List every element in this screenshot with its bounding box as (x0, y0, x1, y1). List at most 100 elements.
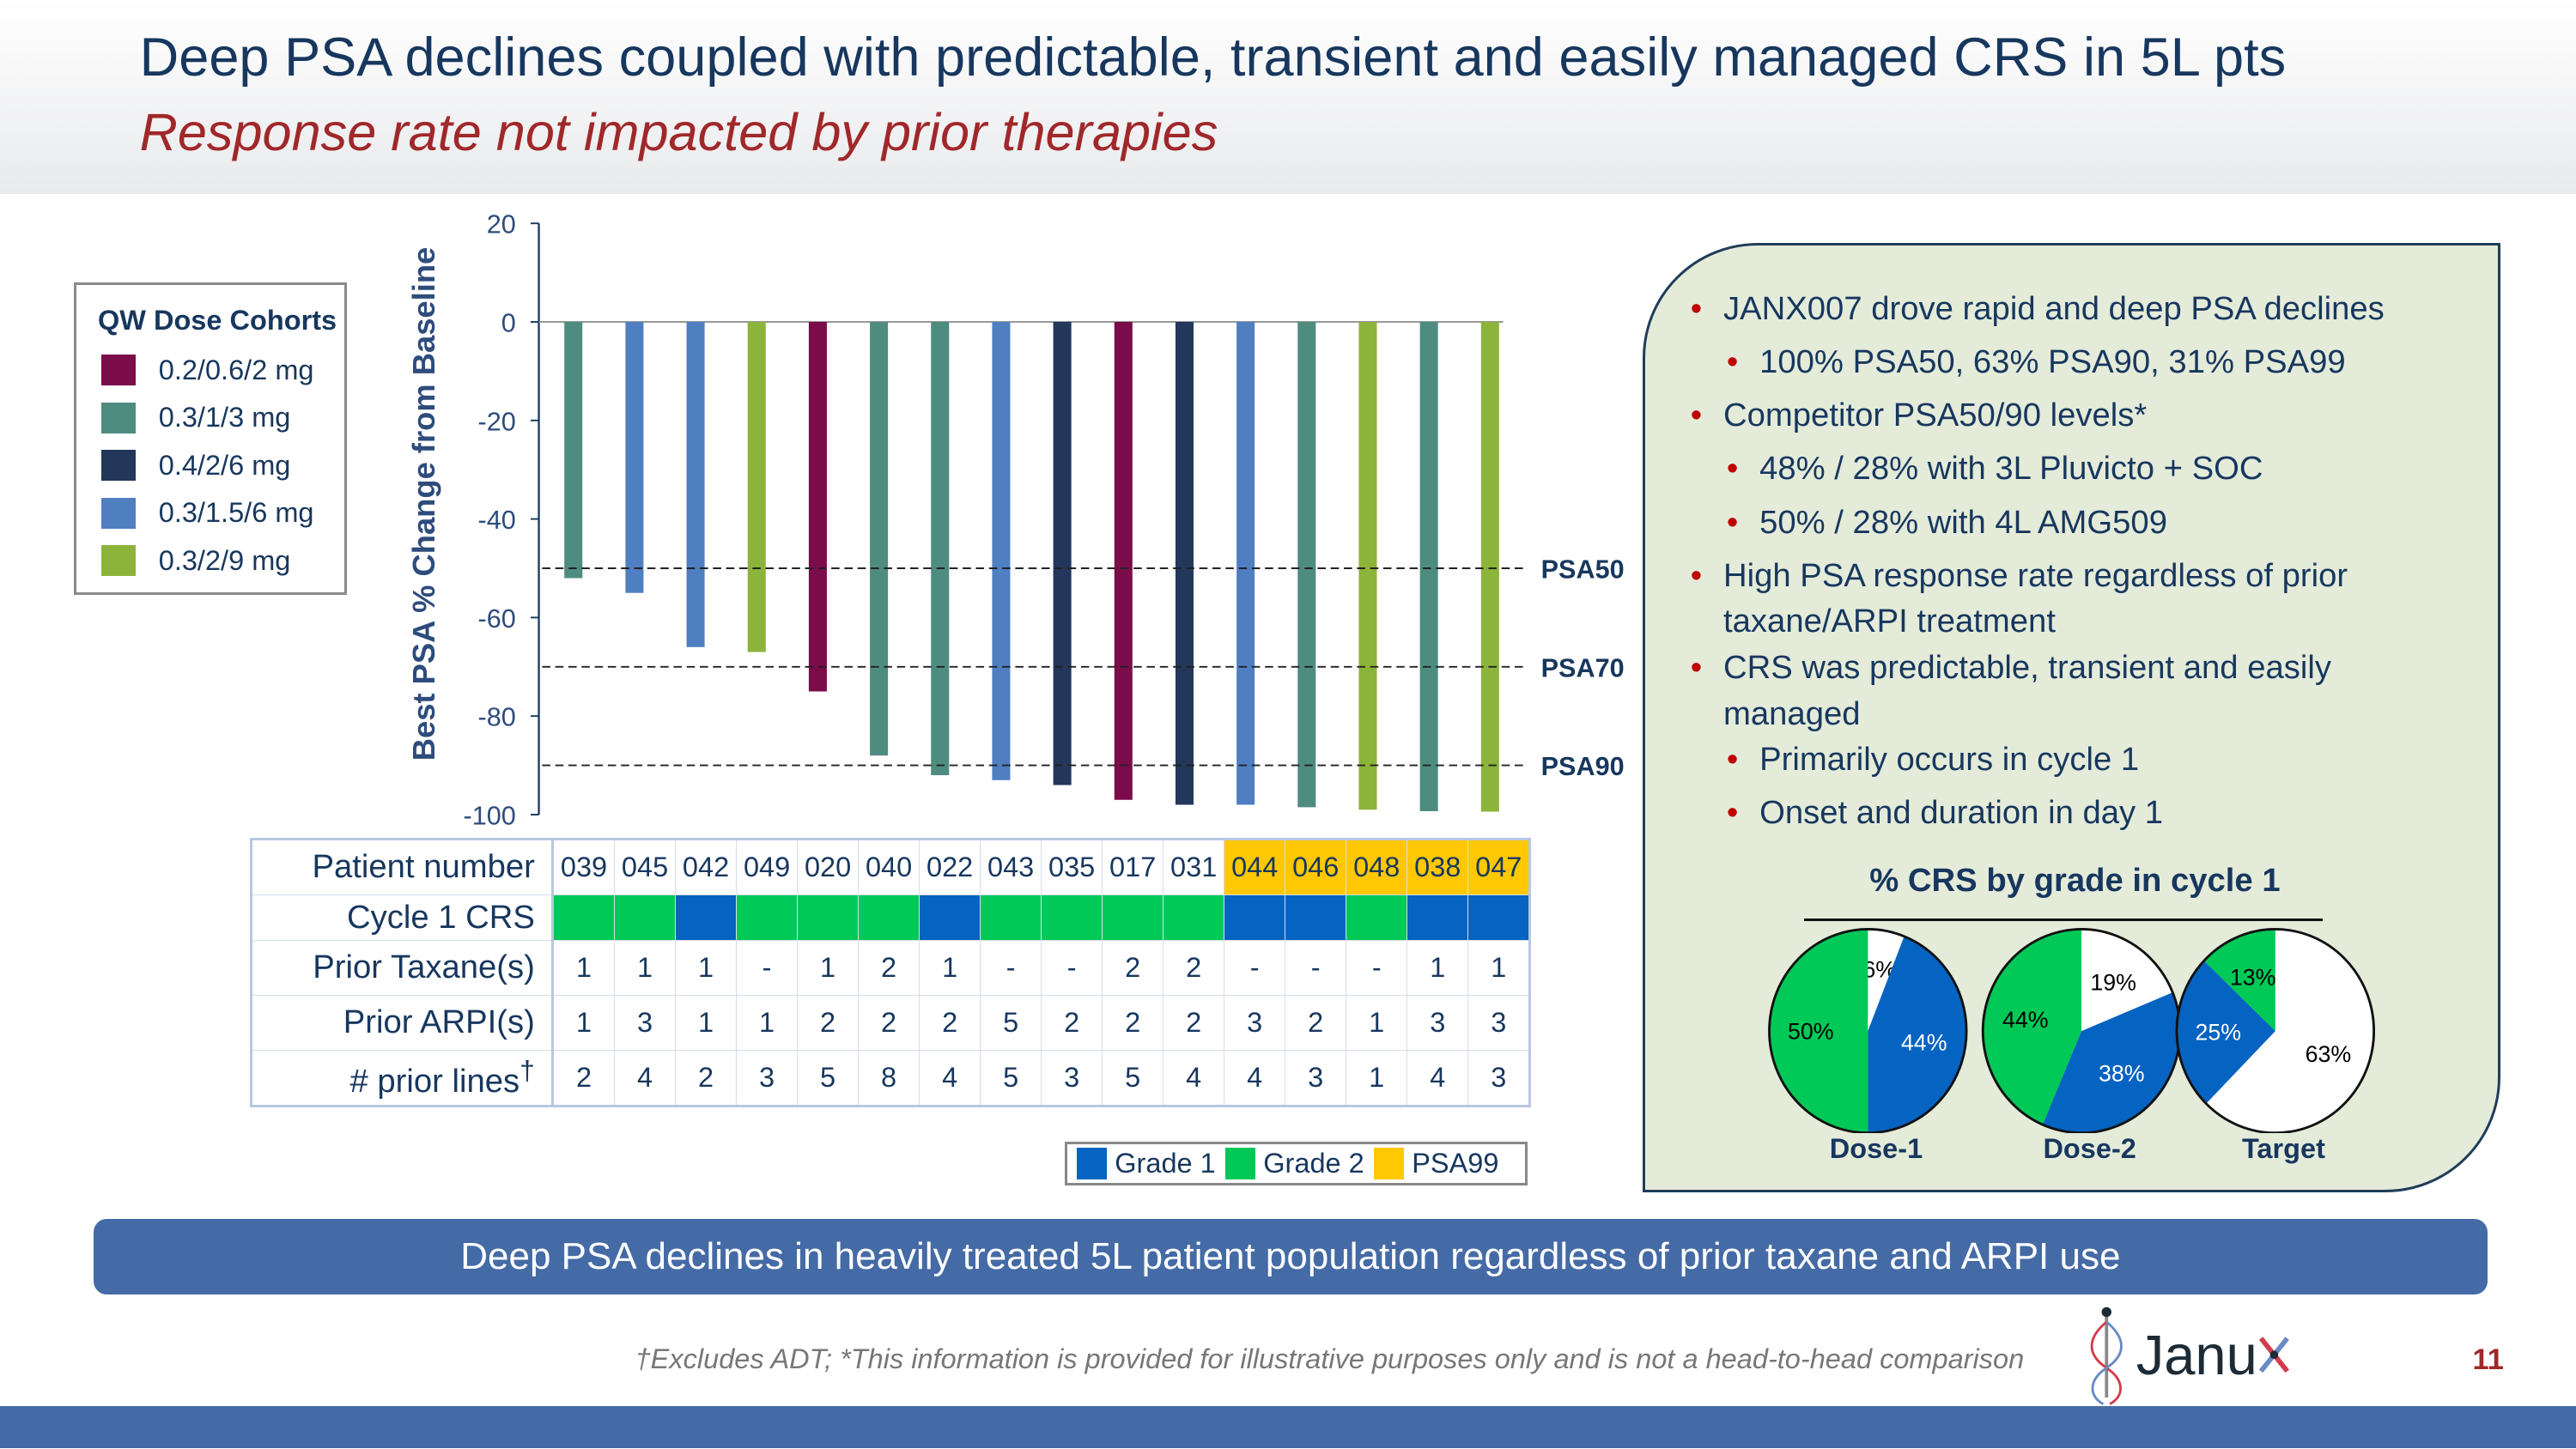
footer-band (0, 1405, 2576, 1449)
row-label: Cycle 1 CRS (250, 894, 555, 941)
key-message-banner: Deep PSA declines in heavily treated 5L … (94, 1218, 2488, 1294)
legend-label: 0.3/2/9 mg (158, 544, 291, 576)
table-cell: 1 (736, 994, 799, 1051)
table-cell: 3 (1406, 994, 1469, 1051)
table-cell: 1 (1346, 1049, 1408, 1106)
legend-swatch (100, 497, 136, 529)
table-cell: 2 (797, 994, 860, 1051)
table-cell: 8 (858, 1049, 920, 1106)
crs-grade-cell (1285, 894, 1347, 941)
table-cell: 1 (614, 939, 677, 996)
legend-label: 0.3/1.5/6 mg (158, 497, 314, 529)
legend-item: 0.2/0.6/2 mg (100, 347, 344, 394)
table-cell: 1 (919, 939, 981, 996)
crs-grade-cell (1467, 894, 1531, 941)
bar-046 (1297, 322, 1316, 808)
pie-label: Dose-2 (2043, 1133, 2136, 1165)
pie-slice-label: 44% (2002, 1007, 2049, 1033)
table-cell: 1 (797, 939, 860, 996)
table-cell: 3 (614, 994, 677, 1051)
table-cell: 048 (1346, 838, 1408, 895)
table-cell: 038 (1406, 838, 1469, 895)
crs-grade-cell (919, 894, 981, 941)
crs-grade-cell (1163, 894, 1225, 941)
legend-swatch (100, 402, 136, 433)
y-tick-label: -80 (478, 703, 516, 732)
pie-slice-label: 50% (1788, 1019, 1834, 1045)
bar-044 (1236, 322, 1255, 805)
pie-slice (2081, 929, 2173, 1032)
legend-label: Grade 1 (1115, 1148, 1216, 1179)
crs-grade-cell (675, 894, 738, 941)
y-tick-label: 0 (501, 308, 516, 337)
table-cell: 3 (736, 1049, 799, 1106)
crs-grade-cell (736, 894, 799, 941)
table-cell: 4 (1163, 1049, 1225, 1106)
table-cell: 017 (1102, 838, 1164, 895)
table-cell: 049 (736, 838, 799, 895)
table-cell: 1 (1406, 939, 1469, 996)
y-tick-label: 20 (487, 210, 516, 239)
table-cell: 2 (1163, 994, 1225, 1051)
legend-item: 0.4/2/6 mg (100, 441, 344, 488)
pie-slice (1868, 937, 1967, 1134)
dose-cohort-legend: QW Dose Cohorts 0.2/0.6/2 mg 0.3/1/3 mg 0.… (74, 282, 347, 595)
pie-slice (2203, 929, 2275, 1032)
legend-swatch (100, 545, 136, 577)
table-cell: 1 (675, 994, 738, 1051)
crs-grade-cell (1041, 894, 1103, 941)
pie-slice (1868, 929, 1905, 1032)
bar-038 (1419, 322, 1438, 811)
table-cell: 5 (1102, 1049, 1164, 1106)
table-cell: 2 (858, 939, 920, 996)
table-cell: 4 (614, 1049, 677, 1106)
bullet-item: Primarily occurs in cycle 1 (1727, 737, 2139, 783)
row-label: Prior ARPI(s) (250, 994, 555, 1051)
legend-swatch (100, 450, 136, 482)
crs-grade-cell (552, 894, 616, 941)
table-cell: - (1285, 939, 1347, 996)
slide-title: Deep PSA declines coupled with predictab… (139, 27, 2287, 88)
table-cell: 044 (1224, 838, 1286, 895)
row-label: Prior Taxane(s) (250, 939, 555, 996)
reference-label: PSA90 (1541, 752, 1625, 781)
pie-label: Dose-1 (1829, 1133, 1923, 1165)
bullet-item: Onset and duration in day 1 (1727, 790, 2163, 836)
table-cell: 031 (1163, 838, 1225, 895)
pie-slice-label: 13% (2230, 965, 2276, 991)
table-cell: 020 (797, 838, 860, 895)
table-cell: 3 (1224, 994, 1286, 1051)
table-cell: 5 (980, 1049, 1042, 1106)
bar-049 (747, 322, 766, 652)
bar-035 (1053, 322, 1072, 785)
bullet-item: CRS was predictable, transient and easil… (1691, 645, 2331, 691)
table-cell: - (1224, 939, 1286, 996)
patient-number-row: Patient number 039 045 042 049 020 040 022 043 03… (250, 838, 1531, 895)
crs-grade-cell (1346, 894, 1408, 941)
pie-section-title: % CRS by grade in cycle 1 (1869, 862, 2281, 900)
table-cell: 1 (1467, 939, 1531, 996)
bar-045 (625, 322, 644, 593)
y-tick-label: -60 (478, 604, 516, 634)
pie-slice (2177, 961, 2275, 1105)
row-label: Patient number (250, 838, 555, 895)
slide-subtitle: Response rate not impacted by prior ther… (139, 102, 1218, 161)
legend-item: 0.3/1/3 mg (100, 394, 344, 441)
bar-039 (564, 322, 583, 579)
legend-label: PSA99 (1412, 1148, 1499, 1179)
table-cell: 1 (1346, 994, 1408, 1051)
table-cell: 1 (552, 939, 616, 996)
bar-017 (1114, 322, 1133, 800)
pie-Dose-2: 19% 38% 44% (1981, 928, 2182, 1134)
bullet-item: 50% / 28% with 4L AMG509 (1727, 500, 2167, 546)
bar-043 (992, 322, 1011, 780)
reference-label: PSA50 (1541, 555, 1625, 584)
legend-label: 0.4/2/6 mg (158, 449, 291, 481)
crs-grade-cell (980, 894, 1042, 941)
table-cell: 042 (675, 838, 738, 895)
bar-031 (1175, 322, 1194, 805)
legend-label: Grade 2 (1263, 1148, 1364, 1179)
table-cell: 2 (1102, 994, 1164, 1051)
legend-title: QW Dose Cohorts (97, 305, 337, 336)
